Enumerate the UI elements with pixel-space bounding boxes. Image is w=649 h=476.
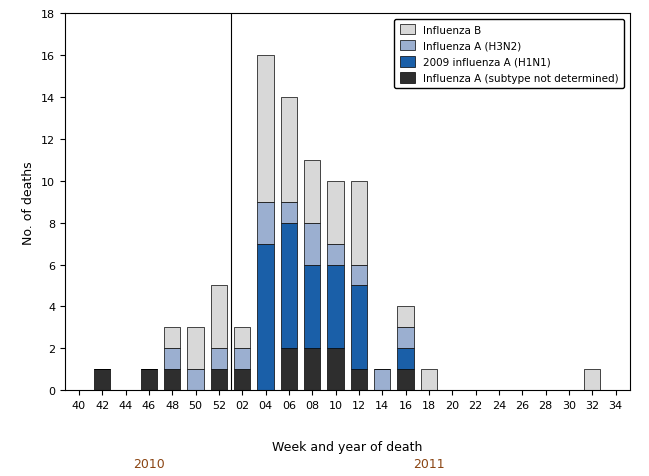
Bar <box>397 369 413 390</box>
Bar <box>304 223 321 265</box>
Bar <box>234 348 251 369</box>
Bar <box>164 348 180 369</box>
Bar <box>374 369 391 390</box>
Bar <box>234 369 251 390</box>
Bar <box>281 98 297 202</box>
Bar <box>281 202 297 223</box>
Bar <box>211 348 227 369</box>
X-axis label: Week and year of death: Week and year of death <box>272 440 422 454</box>
Y-axis label: No. of deaths: No. of deaths <box>23 160 36 244</box>
Bar <box>397 348 413 369</box>
Legend: Influenza B, Influenza A (H3N2), 2009 influenza A (H1N1), Influenza A (subtype n: Influenza B, Influenza A (H3N2), 2009 in… <box>395 20 624 89</box>
Text: 2011: 2011 <box>413 457 445 470</box>
Bar <box>304 265 321 348</box>
Bar <box>281 223 297 348</box>
Bar <box>94 369 110 390</box>
Bar <box>350 265 367 286</box>
Bar <box>304 160 321 223</box>
Bar <box>258 244 274 390</box>
Bar <box>350 369 367 390</box>
Bar <box>211 286 227 348</box>
Bar <box>258 56 274 202</box>
Bar <box>211 369 227 390</box>
Bar <box>141 369 157 390</box>
Text: 2010: 2010 <box>133 457 165 470</box>
Bar <box>397 307 413 327</box>
Bar <box>164 327 180 348</box>
Bar <box>188 369 204 390</box>
Bar <box>281 348 297 390</box>
Bar <box>327 265 344 348</box>
Bar <box>304 348 321 390</box>
Bar <box>327 348 344 390</box>
Bar <box>350 286 367 369</box>
Bar <box>234 327 251 348</box>
Bar <box>327 181 344 244</box>
Bar <box>188 327 204 369</box>
Bar <box>421 369 437 390</box>
Bar <box>327 244 344 265</box>
Bar <box>350 181 367 265</box>
Bar <box>258 202 274 244</box>
Bar <box>397 327 413 348</box>
Bar <box>164 369 180 390</box>
Bar <box>584 369 600 390</box>
